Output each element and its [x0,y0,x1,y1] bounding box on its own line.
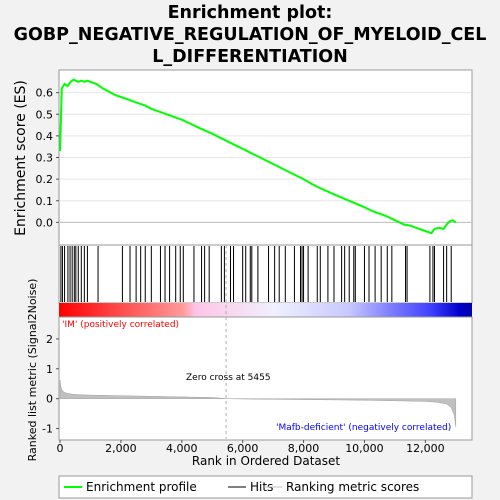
es-y-axis: 0.0 0.1 0.2 0.3 0.4 0.5 0.6 [36,87,59,229]
x-tick-label: 6,000 [227,442,259,455]
title-line-1: Enrichment plot: [167,3,333,23]
metric-y-tick-label: -1 [42,423,53,436]
hit-marks [60,246,452,302]
legend-hits: Hits [250,480,273,494]
es-y-tick-label: 0.5 [36,108,54,121]
es-y-label: Enrichment score (ES) [13,80,29,236]
chart-title: Enrichment plot: GOBP_NEGATIVE_REGULATIO… [0,2,500,68]
legend: Enrichment profile Hits Ranking metric s… [58,475,473,499]
metric-panel [58,316,473,441]
ranking-metric-area [59,380,457,428]
metric-y-tick-label: 1 [46,363,53,376]
x-label: Rank in Ordered Dataset [192,454,340,468]
negative-label: 'Mafb-deficient' (negatively correlated) [276,423,451,433]
es-y-tick-label: 0.6 [36,87,54,100]
positive-label: 'IM' (positively correlated) [62,320,179,330]
rank-color-bar [59,303,472,317]
hits-panel [58,244,473,304]
es-y-tick-label: 0.4 [36,130,54,143]
es-y-tick-label: 0.1 [36,195,54,208]
x-tick-label: 4,000 [166,442,198,455]
x-tick-label: 12,000 [406,442,445,455]
es-y-tick-label: 0.3 [36,152,54,165]
legend-enrichment: Enrichment profile [86,480,197,494]
es-y-tick-label: 0.2 [36,173,54,186]
legend-metric: Ranking metric scores [286,480,419,494]
x-axis: 0 2,000 4,000 6,000 8,000 10,000 12,000 [57,440,445,455]
x-tick-label: 8,000 [288,442,320,455]
title-line-3: L_DIFFERENTIATION [152,47,348,67]
es-y-tick-label: 0.0 [36,216,54,229]
x-tick-label: 2,000 [105,442,137,455]
zero-cross-label: Zero cross at 5455 [186,373,271,383]
metric-y-tick-label: 0 [46,393,53,406]
metric-y-label: Ranked list metric (Signal2Noise) [26,279,39,462]
metric-y-axis: -1 0 1 2 [42,333,59,436]
metric-y-tick-label: 2 [46,333,53,346]
x-tick-label: 0 [57,442,64,455]
title-line-2: GOBP_NEGATIVE_REGULATION_OF_MYELOID_CEL [13,25,487,45]
x-tick-label: 10,000 [345,442,384,455]
enrichment-profile-line [59,78,457,235]
